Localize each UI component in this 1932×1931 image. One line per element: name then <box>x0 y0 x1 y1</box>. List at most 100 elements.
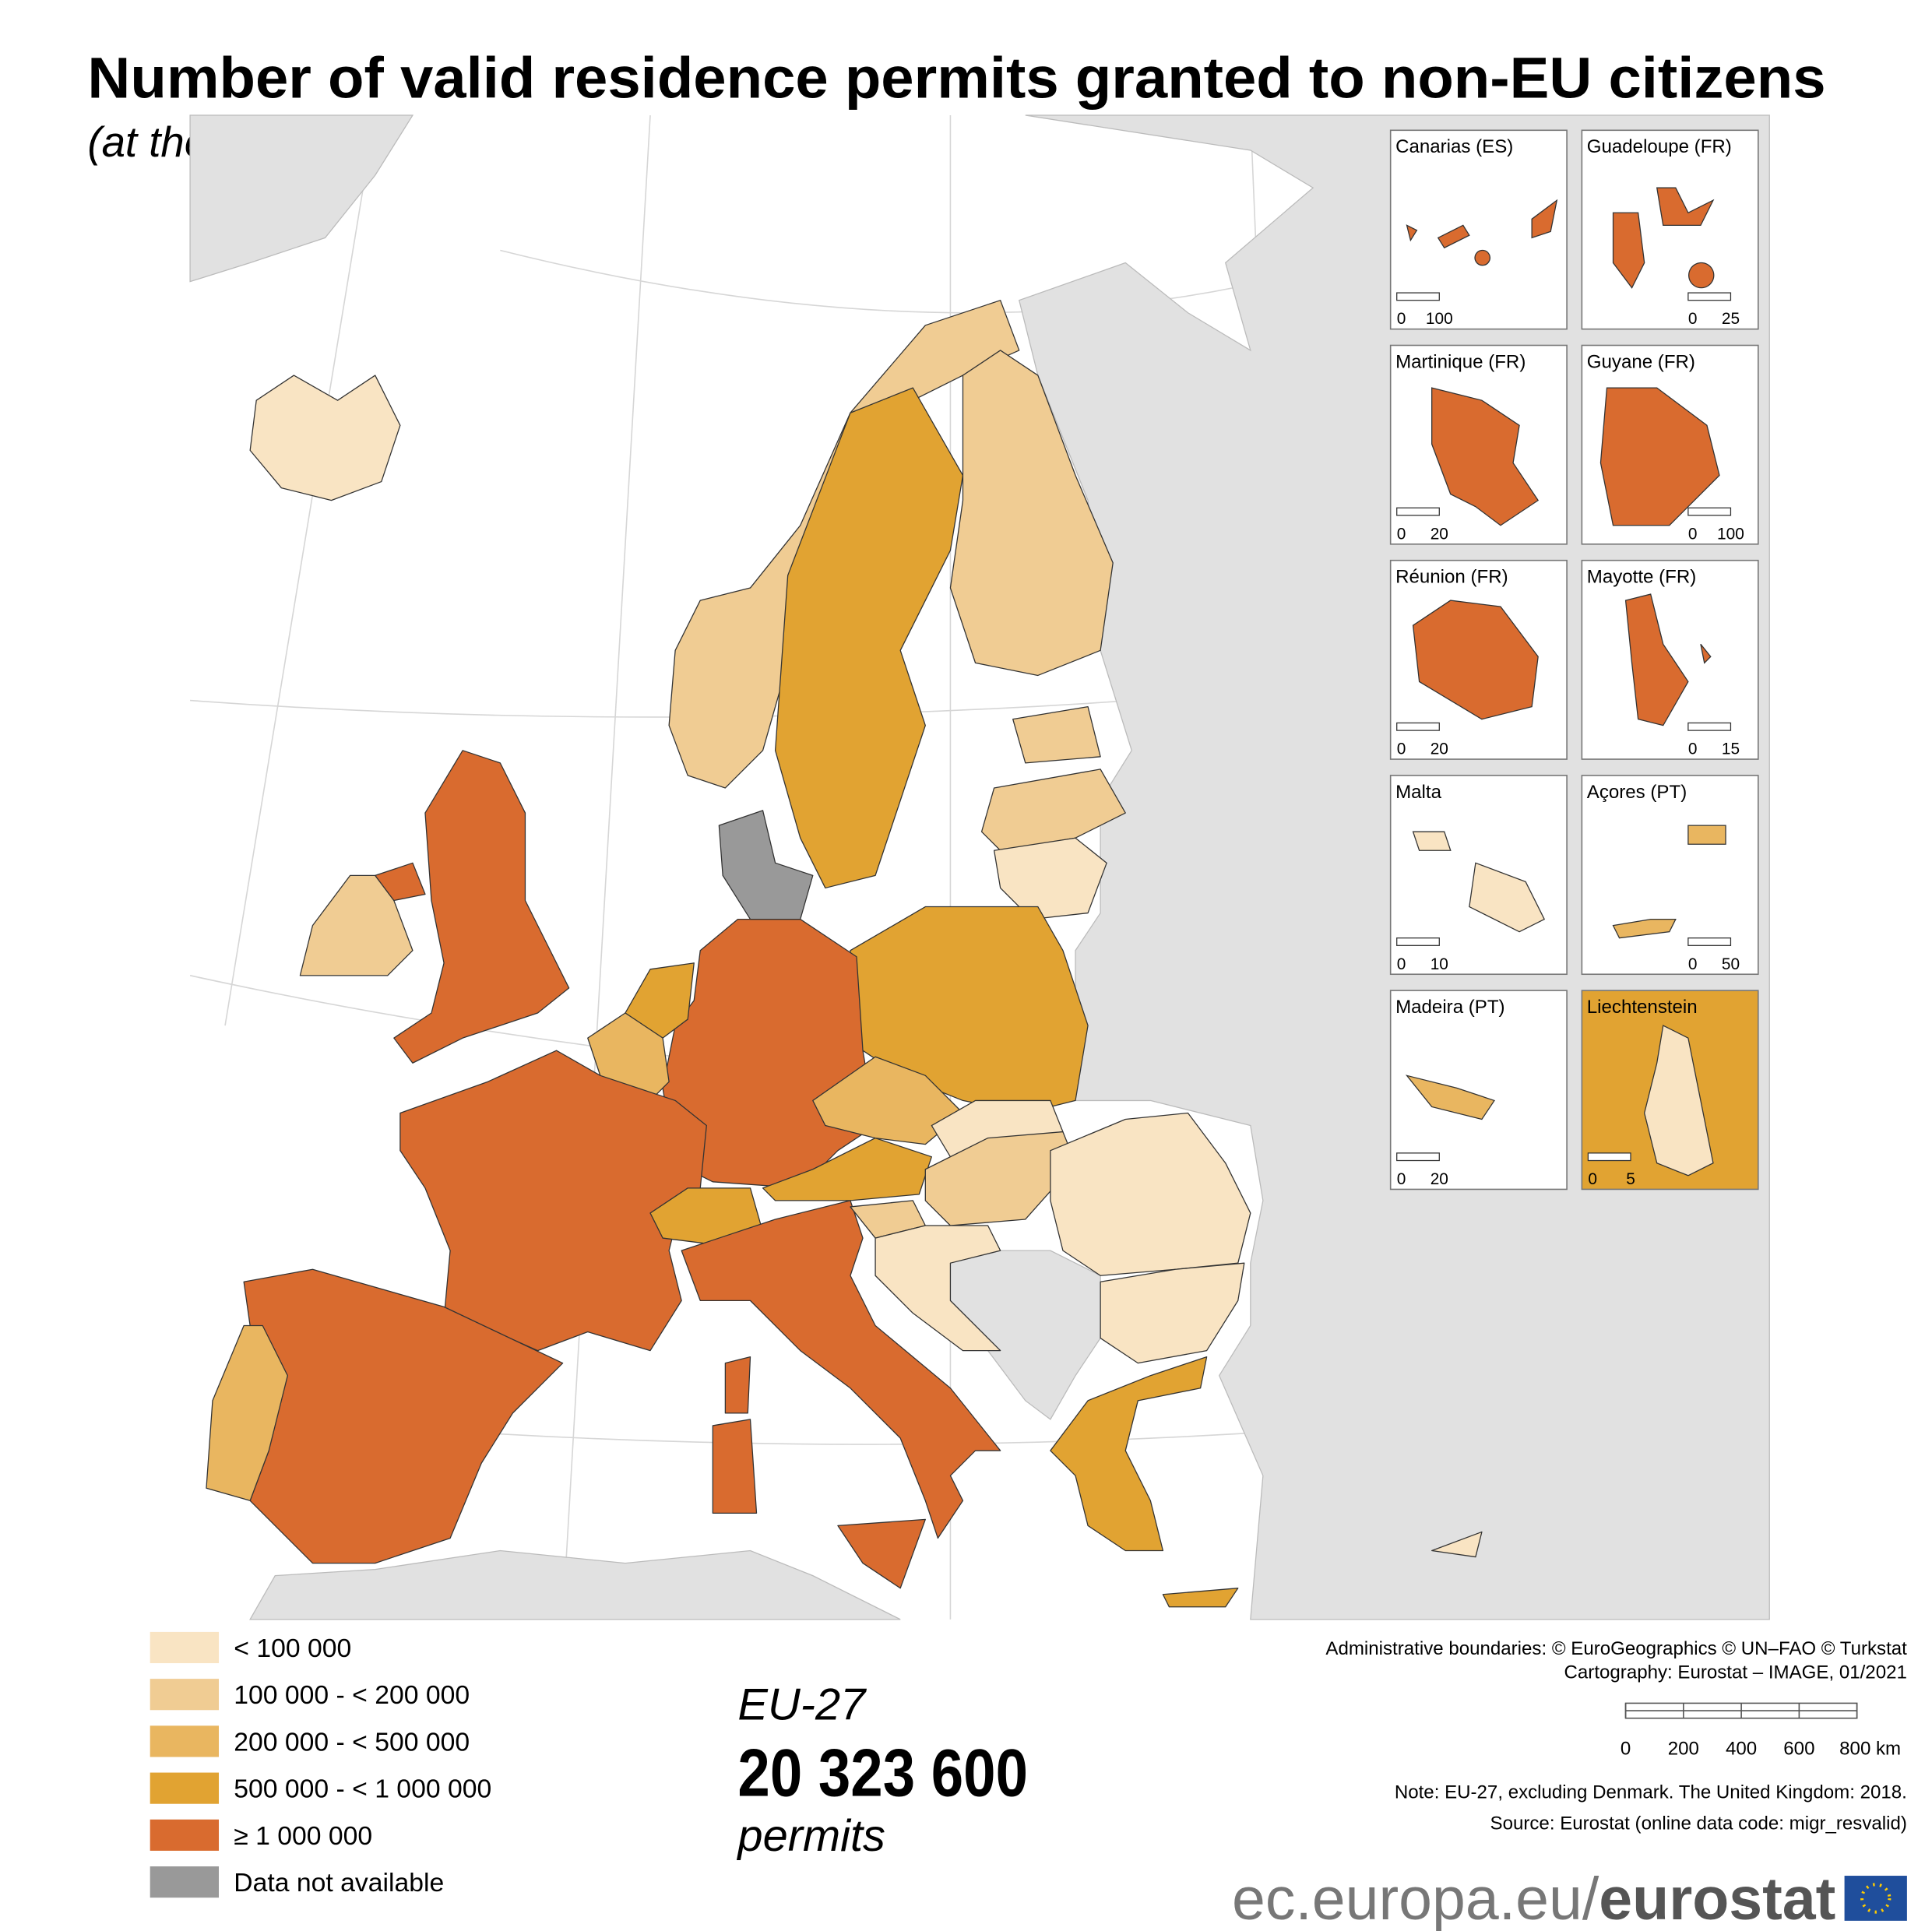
inset-name: Martinique (FR) <box>1395 351 1526 372</box>
country <box>949 350 1114 677</box>
legend-swatch <box>150 1866 220 1898</box>
country <box>399 1050 707 1352</box>
scale-bar <box>1396 292 1440 301</box>
eu-flag <box>1844 1876 1907 1921</box>
country <box>837 1518 926 1589</box>
inset-name: Guyane (FR) <box>1587 351 1695 372</box>
graticule <box>224 114 1689 1620</box>
summary-unit: permits <box>736 1811 885 1861</box>
credit: Administrative boundaries: © EuroGeograp… <box>1325 1638 1907 1659</box>
country <box>718 810 814 920</box>
summary-label: EU-27 <box>737 1680 867 1729</box>
country <box>712 1419 758 1514</box>
scale-label: 0 <box>1397 740 1406 758</box>
inset: Açores (PT) 0 50 <box>1581 775 1759 976</box>
legend-swatch <box>150 1772 220 1804</box>
footer-site: ec.europa.eu/ <box>1232 1866 1599 1931</box>
scale-label: 200 <box>1668 1738 1699 1759</box>
scale-bar <box>1687 937 1732 946</box>
inset: Réunion (FR) 0 20 <box>1389 559 1568 760</box>
legend-label: 100 000 - < 200 000 <box>234 1680 470 1710</box>
inset: Mayotte (FR) 0 15 <box>1581 559 1759 760</box>
inset-name: Guadeloupe (FR) <box>1587 136 1732 157</box>
inset-shape <box>1431 387 1540 526</box>
scale-label: 5 <box>1626 1170 1635 1188</box>
country <box>1012 705 1101 764</box>
inset-shape <box>1412 831 1546 933</box>
legend-label: ≥ 1 000 000 <box>234 1821 372 1851</box>
country <box>1050 1112 1251 1276</box>
title: Number of valid residence permits grante… <box>87 46 1825 111</box>
scale-label: 0 <box>1397 955 1406 973</box>
legend-label: Data not available <box>234 1868 444 1898</box>
scale-label: 0 <box>1688 310 1698 328</box>
inset-shape <box>1405 1075 1495 1120</box>
inset: Malta 0 10 <box>1389 775 1568 976</box>
summary-value: 20 323 600 <box>737 1736 1028 1810</box>
credit: Cartography: Eurostat – IMAGE, 01/2021 <box>1564 1662 1907 1683</box>
inset: Guadeloupe (FR) 0 25 <box>1581 129 1759 330</box>
legend-swatch <box>150 1679 220 1711</box>
scale-label: 100 <box>1426 310 1453 328</box>
scale-label: 800 km <box>1839 1738 1901 1759</box>
inset-name: Madeira (PT) <box>1395 997 1504 1018</box>
scale-label: 0 <box>1621 1738 1631 1759</box>
country <box>875 1225 1001 1352</box>
inset: Guyane (FR) 0 100 <box>1581 344 1759 545</box>
inset-shape <box>1412 600 1539 720</box>
inset-shape <box>1406 199 1558 266</box>
scale-bar <box>1396 722 1440 731</box>
country <box>249 375 401 501</box>
inset: Madeira (PT) 0 20 <box>1389 990 1568 1191</box>
scale-bar <box>1687 292 1732 301</box>
scale-label: 10 <box>1431 955 1448 973</box>
scale-label: 0 <box>1688 955 1698 973</box>
inset-name: Liechtenstein <box>1587 997 1698 1018</box>
country <box>774 387 964 889</box>
scale-bar <box>1687 507 1732 516</box>
inset: Martinique (FR) 0 20 <box>1389 344 1568 545</box>
footer: ec.europa.eu/eurostat <box>1232 1866 1835 1931</box>
legend-label: 200 000 - < 500 000 <box>234 1727 470 1757</box>
scale-label: 20 <box>1431 1170 1448 1188</box>
scale-label: 50 <box>1722 955 1740 973</box>
country <box>1050 1356 1208 1552</box>
legend-label: < 100 000 <box>234 1634 351 1663</box>
footer-brand: eurostat <box>1599 1866 1835 1931</box>
legend-swatch <box>150 1819 220 1851</box>
inset-name: Açores (PT) <box>1587 782 1687 803</box>
country <box>993 837 1107 920</box>
scale-bar <box>1396 937 1440 946</box>
scale-label: 25 <box>1722 310 1740 328</box>
country <box>206 1324 288 1501</box>
scale-label: 100 <box>1717 525 1744 543</box>
country <box>1100 1262 1245 1364</box>
scale-label: 20 <box>1431 525 1448 543</box>
inset-name: Canarias (ES) <box>1395 136 1513 157</box>
scale-bar <box>1687 722 1732 731</box>
legend-label: 500 000 - < 1 000 000 <box>234 1774 491 1804</box>
inset-shape <box>1599 387 1720 526</box>
inset-shape <box>1612 187 1715 289</box>
inset-frame <box>1581 775 1759 976</box>
scale-label: 0 <box>1688 525 1698 543</box>
scale-label: 600 <box>1783 1738 1814 1759</box>
inset: Liechtenstein 0 5 <box>1581 990 1759 1191</box>
inset-shape <box>1624 593 1712 726</box>
inset-shape <box>1643 1025 1714 1177</box>
inset-name: Malta <box>1395 782 1441 803</box>
scale-bar <box>1587 1152 1631 1162</box>
inset-name: Mayotte (FR) <box>1587 567 1696 588</box>
scale-label: 0 <box>1397 1170 1406 1188</box>
scale-label: 0 <box>1588 1170 1597 1188</box>
scale-label: 0 <box>1688 740 1698 758</box>
scale-label: 400 <box>1726 1738 1757 1759</box>
inset-shape <box>1612 825 1726 939</box>
legend-swatch <box>150 1725 220 1757</box>
country <box>724 1356 751 1414</box>
legend-swatch <box>150 1631 220 1664</box>
scale-label: 0 <box>1397 525 1406 543</box>
country <box>1162 1588 1239 1608</box>
scale-label: 20 <box>1431 740 1448 758</box>
